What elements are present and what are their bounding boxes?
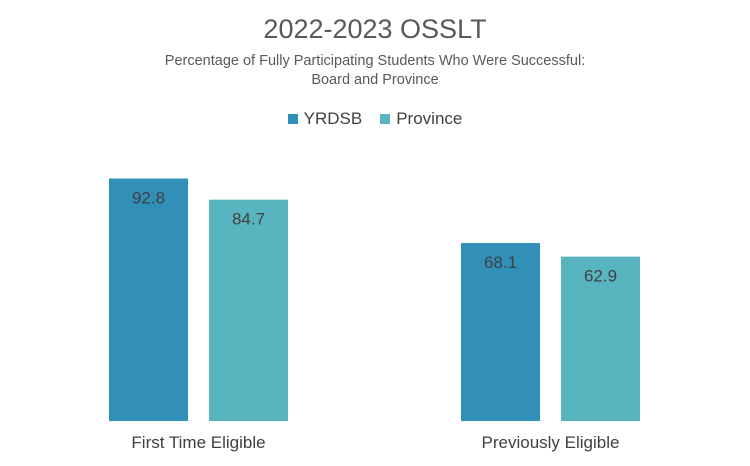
data-label-yrdsb-2: 68.1 (484, 253, 517, 272)
x-tick-label-2: Previously Eligible (482, 433, 620, 452)
legend-swatch-yrdsb (287, 114, 298, 124)
bar-yrdsb-2 (461, 243, 540, 421)
legend-label-yrdsb: YRDSB (303, 109, 363, 128)
legend-item-yrdsb: YRDSB (287, 109, 363, 129)
bar-yrdsb-1 (109, 178, 188, 421)
subtitle-line-2: Board and Province (311, 72, 439, 88)
subtitle-line-1: Percentage of Fully Participating Studen… (164, 53, 586, 69)
data-label-province-2: 62.9 (584, 267, 617, 286)
chart-legend: YRDSB Province (0, 109, 750, 129)
legend-swatch-province (380, 114, 391, 124)
chart-subtitle: Percentage of Fully Participating Studen… (0, 52, 750, 90)
bar-province-1 (209, 199, 288, 421)
legend-label-province: Province (396, 109, 463, 128)
legend-item-province: Province (380, 109, 462, 129)
bar-province-2 (561, 256, 640, 421)
data-label-yrdsb-1: 92.8 (132, 189, 165, 208)
chart-title: 2022-2023 OSSLT (263, 14, 487, 44)
x-tick-label-1: First Time Eligible (131, 433, 265, 452)
data-label-province-1: 84.7 (232, 210, 265, 229)
